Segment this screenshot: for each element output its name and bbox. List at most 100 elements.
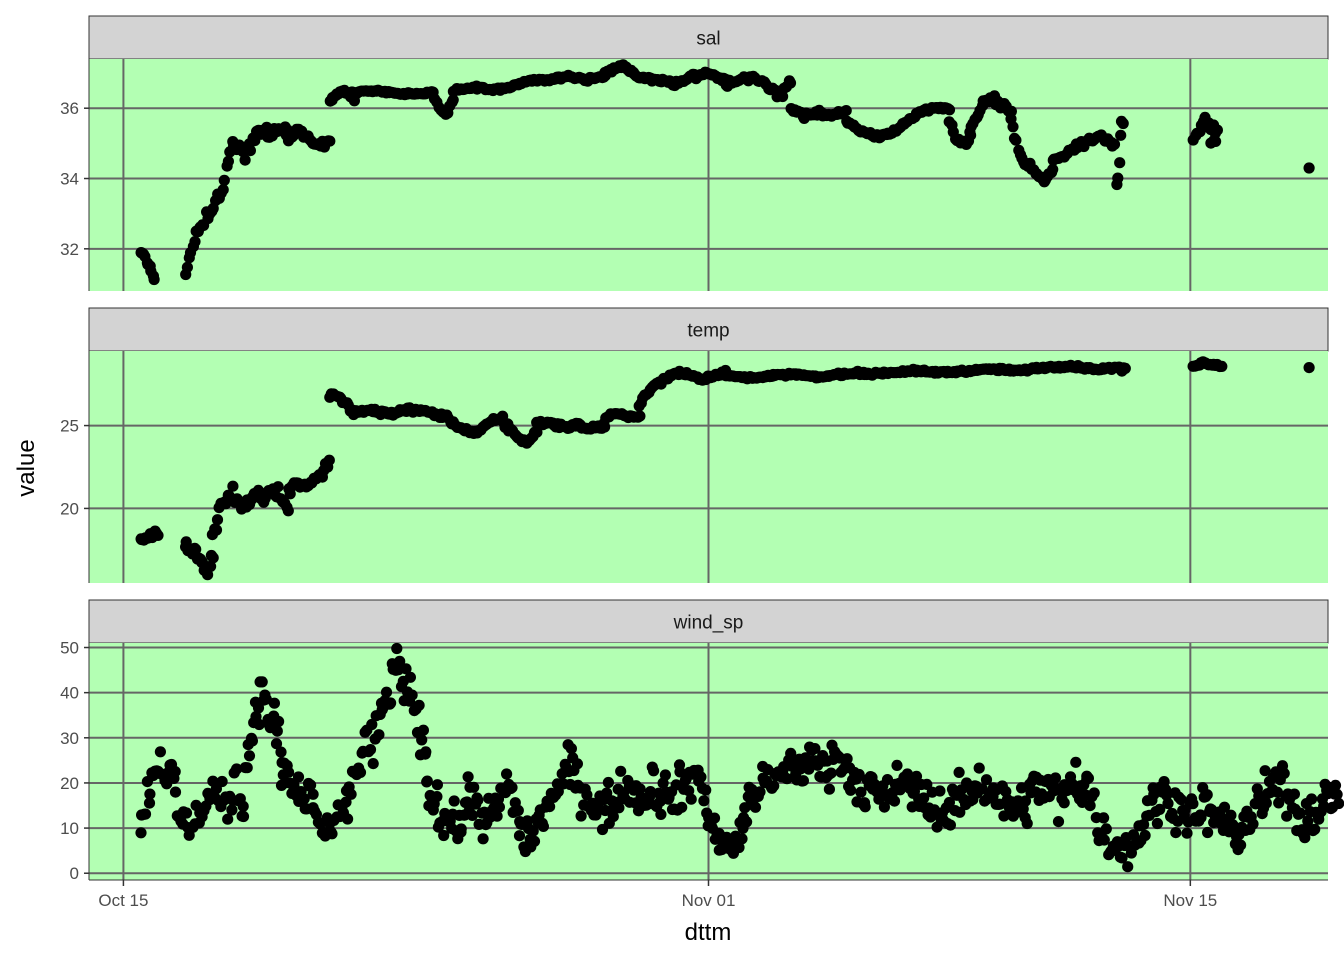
data-point [237, 810, 250, 823]
data-point [599, 421, 611, 433]
data-point [1235, 839, 1247, 851]
data-point [421, 775, 433, 787]
data-point [797, 775, 810, 787]
data-point [934, 785, 946, 797]
data-point [1195, 811, 1207, 824]
data-point [1247, 818, 1259, 830]
data-point [1098, 812, 1110, 824]
y-tick-label: 20 [60, 774, 79, 793]
facet-strip-temp [88, 307, 1329, 352]
data-point [181, 261, 193, 273]
data-point [326, 828, 338, 840]
data-point [1098, 834, 1110, 846]
data-point [809, 743, 821, 755]
data-point [1139, 829, 1151, 842]
data-point [1108, 138, 1121, 150]
data-point [364, 744, 377, 756]
data-point [698, 795, 710, 807]
data-point [1201, 789, 1213, 801]
data-point [406, 689, 418, 701]
data-point [659, 769, 672, 781]
data-point [1309, 823, 1321, 835]
data-point [1100, 823, 1112, 835]
data-point [205, 560, 217, 573]
data-point [784, 77, 797, 89]
y-tick-label: 36 [60, 99, 79, 118]
facet-strip-wind_sp [88, 599, 1329, 644]
data-point [152, 529, 164, 542]
data-point [1019, 795, 1032, 807]
data-point [292, 771, 305, 783]
data-point [841, 753, 853, 765]
data-point [859, 801, 871, 813]
data-point [472, 794, 484, 806]
data-point [144, 788, 156, 800]
panel-wind_sp: wind_sp 0 10 20 30 40 50 [60, 599, 1344, 883]
data-point [1278, 767, 1290, 780]
data-point [512, 804, 524, 817]
data-point [513, 830, 526, 842]
data-point [581, 789, 593, 801]
facet-strip-label: sal [696, 29, 720, 50]
data-point [1010, 134, 1022, 146]
data-point [1052, 816, 1065, 828]
data-point [1271, 786, 1283, 798]
data-point [1218, 801, 1231, 813]
data-point [954, 806, 966, 818]
data-point [367, 758, 379, 770]
data-point [749, 801, 762, 813]
data-point [218, 174, 230, 186]
data-point [607, 811, 619, 823]
data-point [271, 725, 283, 737]
data-point [973, 762, 985, 774]
data-point [736, 833, 748, 845]
x-tick-label: Nov 01 [682, 891, 736, 910]
data-point [943, 796, 956, 809]
data-point [1306, 793, 1318, 805]
data-point [217, 184, 229, 196]
data-point [891, 759, 903, 772]
data-point [1303, 162, 1315, 174]
data-point [226, 804, 238, 816]
data-point [438, 829, 450, 842]
data-point [733, 841, 745, 854]
data-point [391, 642, 403, 655]
data-point [528, 835, 541, 847]
data-point [148, 273, 160, 286]
data-point [455, 823, 467, 835]
data-point [222, 155, 234, 167]
data-point [655, 808, 667, 821]
y-tick-label: 20 [60, 499, 79, 518]
data-point [683, 785, 695, 797]
data-point [910, 770, 923, 783]
data-point [345, 788, 357, 800]
data-point [354, 766, 367, 779]
data-point [222, 813, 234, 825]
data-point [237, 800, 249, 812]
y-axis-title: value [13, 439, 40, 496]
data-point [253, 718, 265, 731]
points-temp [135, 356, 1315, 581]
y-tick-label: 25 [60, 417, 79, 436]
data-point [1115, 129, 1127, 141]
data-point [943, 104, 956, 116]
data-point [739, 802, 751, 814]
data-point [275, 746, 287, 758]
data-point [466, 809, 478, 822]
data-point [366, 718, 378, 731]
data-point [1070, 756, 1082, 768]
data-point [615, 765, 627, 777]
data-point [944, 819, 957, 831]
data-point [648, 765, 660, 777]
data-point [323, 454, 335, 466]
data-point [1049, 772, 1062, 784]
data-point [1187, 798, 1199, 810]
data-point [1210, 135, 1222, 147]
data-point [1288, 788, 1300, 800]
data-point [590, 809, 602, 821]
data-point [227, 480, 239, 492]
y-tick-label: 40 [60, 684, 79, 703]
y-tick-label: 32 [60, 240, 79, 259]
data-point [980, 774, 993, 786]
